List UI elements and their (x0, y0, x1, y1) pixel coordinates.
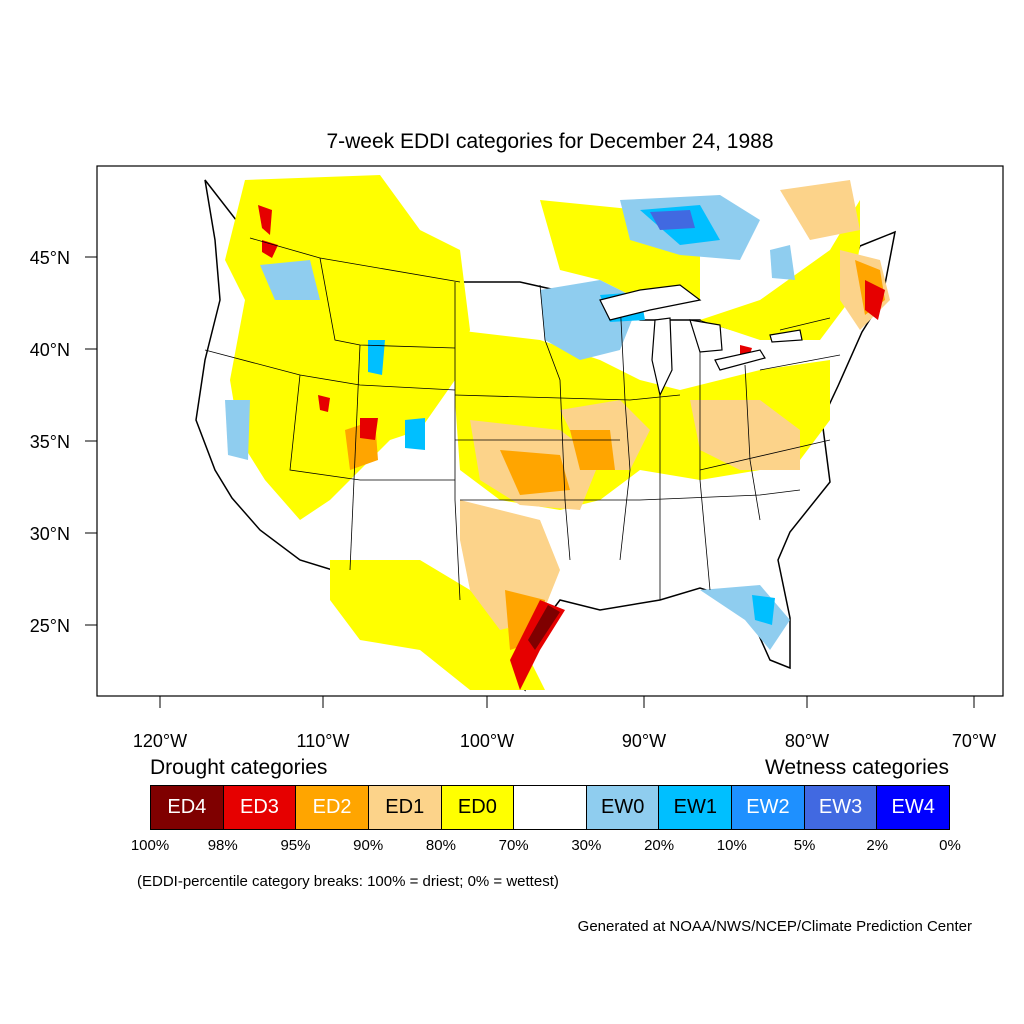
state-line-n (744, 364, 761, 521)
ew0-oregon (260, 260, 320, 300)
percentile-break-label: 70% (498, 837, 529, 854)
state-line-p (759, 354, 841, 371)
ew1-florida (752, 595, 775, 625)
ed1-canada (780, 180, 860, 240)
lon-tick-label: 110°W (297, 731, 350, 751)
legend-category: EW1 (659, 786, 733, 829)
longitude-axis: 120°W 110°W 100°W 90°W 80°W 70°W (133, 696, 996, 751)
ew0-new-england (770, 245, 795, 280)
great-lakes (599, 284, 803, 397)
state-line-q (779, 317, 831, 331)
ed0-northeast (700, 200, 860, 340)
state-line-e (349, 344, 361, 571)
percentile-break-label: 5% (793, 837, 816, 854)
state-line-b (319, 257, 456, 349)
legend-category: ED0 (441, 786, 515, 829)
percentile-break-label: 2% (866, 837, 889, 854)
lake-ontario (769, 329, 803, 343)
lon-tick-label: 80°W (785, 731, 829, 751)
percentile-break-label: 20% (644, 837, 675, 854)
state-line-g (539, 284, 571, 561)
ed2-oklahoma (500, 450, 570, 495)
percentile-break-label: 98% (207, 837, 238, 854)
lake-superior (599, 284, 702, 321)
eddi-map: 45°N 40°N 35°N 30°N 25°N 120°W 110°W 100°W 90°W… (30, 165, 1004, 751)
state-line-o (699, 439, 831, 471)
latitude-axis: 45°N 40°N 35°N 30°N 25°N (30, 248, 97, 636)
wetness-categories-heading: Wetness categories (764, 756, 949, 779)
ew0-nevada (225, 400, 250, 460)
category-break-note: (EDDI-percentile category breaks: 100% =… (137, 873, 559, 890)
legend-category (514, 786, 587, 829)
legend-category: EW3 (804, 786, 878, 829)
category-legend: ED4 ED3 ED2 ED1 ED0 EW0 EW1 EW2 EW3 EW4 (150, 785, 950, 830)
ed3-arizona (318, 395, 330, 412)
map-title: 7-week EDDI categories for December 24, … (326, 130, 774, 153)
lat-tick-label: 35°N (30, 432, 70, 452)
state-line-j (460, 489, 801, 501)
percentile-break-label: 90% (353, 837, 384, 854)
lon-tick-label: 100°W (460, 731, 514, 751)
lon-tick-label: 120°W (133, 731, 187, 751)
legend-category: EW0 (586, 786, 660, 829)
percentile-break-label: 95% (280, 837, 311, 854)
state-line-m (699, 330, 711, 591)
map-frame (96, 165, 1004, 697)
percentile-break-label: 80% (425, 837, 456, 854)
ed3-utah (360, 418, 378, 440)
ew1-colorado (368, 340, 385, 375)
ed0-south (330, 560, 545, 690)
lake-michigan (651, 317, 673, 397)
state-line-f (454, 282, 461, 601)
lon-tick-label: 70°W (952, 731, 996, 751)
lake-erie (714, 349, 766, 371)
state-line-k (619, 299, 631, 561)
ed3-washington (258, 205, 272, 235)
legend-category: ED2 (296, 786, 369, 829)
lat-tick-label: 45°N (30, 248, 70, 268)
ed3-northeast (865, 280, 885, 320)
legend-category: ED4 (151, 786, 224, 829)
lon-tick-label: 90°W (622, 731, 666, 751)
lake-huron (689, 319, 723, 353)
credit-line: Generated at NOAA/NWS/NCEP/Climate Predi… (577, 918, 972, 935)
ew2-canada (650, 210, 695, 230)
state-line-c (204, 349, 456, 391)
percentile-break-label: 30% (571, 837, 602, 854)
legend-category: ED3 (223, 786, 297, 829)
legend-category: ED1 (368, 786, 442, 829)
lat-tick-label: 40°N (30, 340, 70, 360)
state-line-h (454, 394, 681, 401)
legend-category: EW2 (732, 786, 805, 829)
legend-category: EW4 (877, 786, 950, 829)
percentile-break-label: 0% (939, 837, 961, 854)
ed4-texas-coast (528, 605, 560, 650)
ew1-new-mexico (405, 418, 425, 450)
drought-categories-heading: Drought categories (150, 756, 328, 779)
lat-tick-label: 25°N (30, 616, 70, 636)
percentile-break-label: 10% (716, 837, 747, 854)
lat-tick-label: 30°N (30, 524, 70, 544)
ed1-appalachia (690, 400, 800, 470)
state-line-d (289, 374, 455, 481)
percentile-break-label: 100% (130, 837, 170, 854)
